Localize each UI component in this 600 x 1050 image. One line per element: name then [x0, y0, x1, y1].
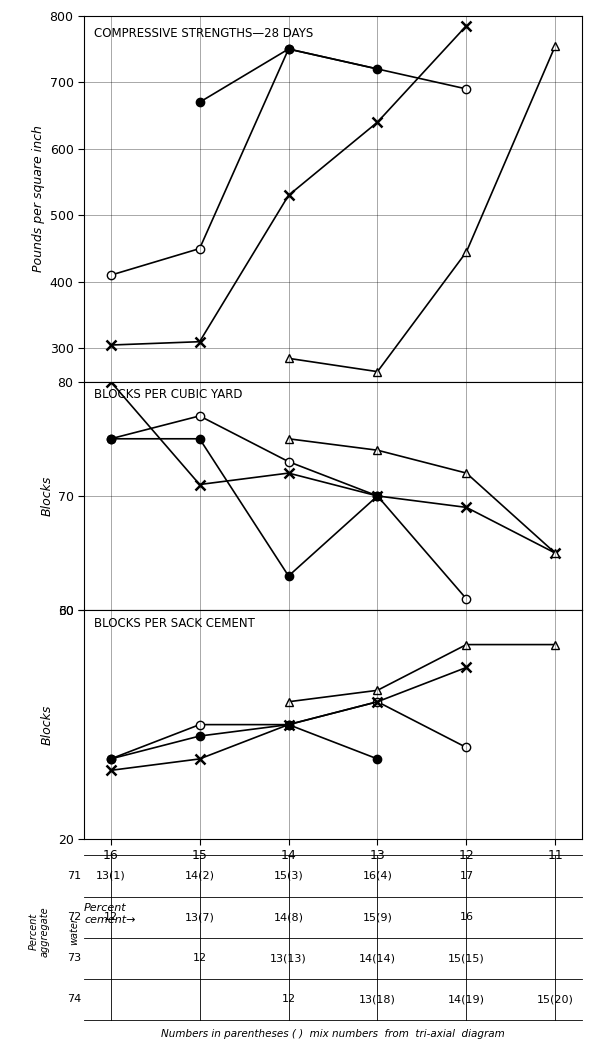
- Text: Percent
aggregate: Percent aggregate: [28, 906, 50, 957]
- Text: 72: 72: [67, 912, 82, 922]
- Text: 13(1): 13(1): [96, 872, 125, 881]
- Text: 12: 12: [193, 953, 206, 963]
- Text: 14(19): 14(19): [448, 994, 485, 1005]
- Text: water: water: [69, 918, 79, 945]
- Text: 14(2): 14(2): [185, 872, 215, 881]
- Text: 15(20): 15(20): [537, 994, 574, 1005]
- Text: 14(8): 14(8): [274, 912, 304, 922]
- Y-axis label: Blocks: Blocks: [40, 476, 53, 517]
- Text: 71: 71: [67, 872, 82, 881]
- Text: 74: 74: [67, 994, 82, 1005]
- Y-axis label: Blocks: Blocks: [41, 705, 53, 744]
- Text: 17: 17: [460, 872, 473, 881]
- Text: 15(3): 15(3): [274, 872, 304, 881]
- Text: 16(4): 16(4): [362, 872, 392, 881]
- Y-axis label: Pounds per square inch: Pounds per square inch: [32, 125, 46, 272]
- Text: 15(9): 15(9): [362, 912, 392, 922]
- Text: 12: 12: [104, 912, 118, 922]
- Text: BLOCKS PER CUBIC YARD: BLOCKS PER CUBIC YARD: [94, 388, 242, 401]
- Text: 15(15): 15(15): [448, 953, 485, 963]
- Text: 13(7): 13(7): [185, 912, 215, 922]
- Text: 16: 16: [460, 912, 473, 922]
- Text: Numbers in parentheses ( )  mix numbers  from  tri-axial  diagram: Numbers in parentheses ( ) mix numbers f…: [161, 1029, 505, 1038]
- Text: 12: 12: [281, 994, 296, 1005]
- Text: Percent
cement→: Percent cement→: [84, 903, 136, 925]
- Text: 13(18): 13(18): [359, 994, 396, 1005]
- Text: COMPRESSIVE STRENGTHS—28 DAYS: COMPRESSIVE STRENGTHS—28 DAYS: [94, 26, 313, 40]
- Text: 73: 73: [67, 953, 82, 963]
- Text: 14(14): 14(14): [359, 953, 396, 963]
- Text: 13(13): 13(13): [270, 953, 307, 963]
- Text: BLOCKS PER SACK CEMENT: BLOCKS PER SACK CEMENT: [94, 617, 255, 630]
